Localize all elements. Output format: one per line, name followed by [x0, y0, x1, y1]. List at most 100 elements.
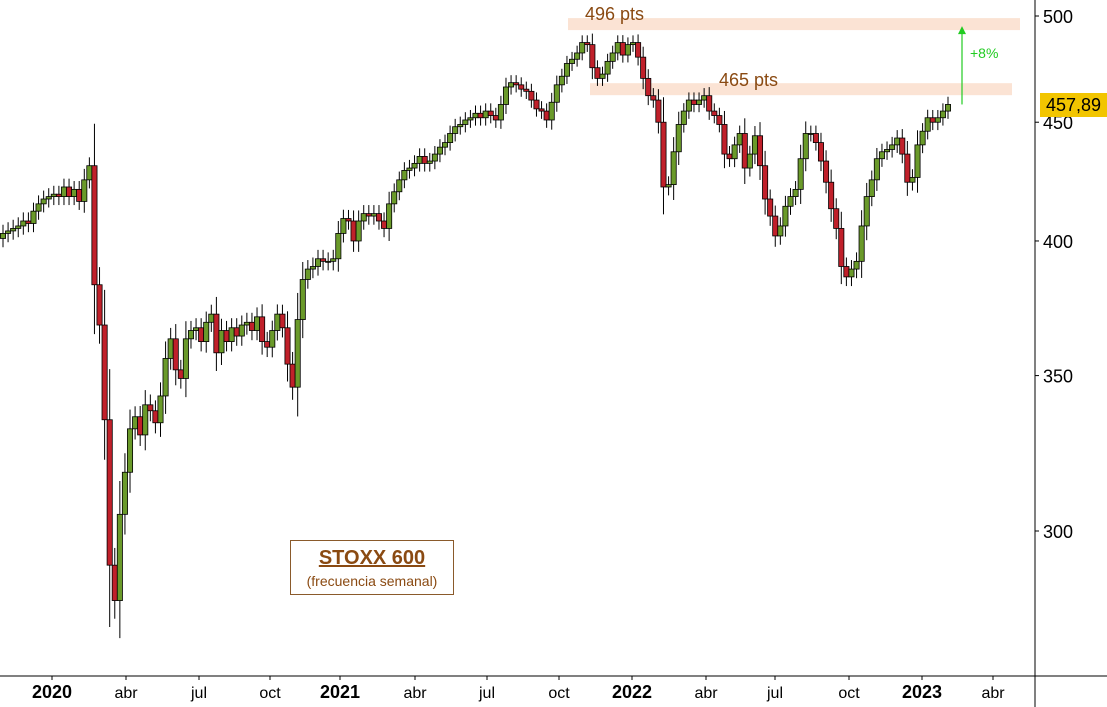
resistance-bands — [568, 18, 1020, 96]
candle-body — [939, 110, 946, 119]
candle — [391, 183, 398, 213]
candle — [452, 118, 459, 142]
candle-body — [167, 338, 174, 359]
candle-body — [391, 191, 398, 205]
candle — [731, 136, 738, 168]
level-high-label: 496 pts — [585, 4, 645, 24]
candle-body — [640, 56, 647, 79]
candle-body — [548, 101, 555, 121]
candle-body — [589, 44, 596, 69]
candle — [142, 390, 149, 451]
candle — [132, 406, 139, 440]
candle — [680, 103, 687, 133]
candle-body — [162, 358, 169, 397]
candle — [807, 125, 814, 142]
candle — [924, 109, 931, 140]
candle — [528, 83, 535, 108]
candle-body — [706, 95, 713, 112]
candle — [492, 107, 499, 128]
candle-body — [81, 179, 88, 202]
candle — [812, 125, 819, 151]
candle-body — [823, 160, 830, 183]
resistance-band-1 — [568, 18, 1020, 31]
level-low-label: 465 pts — [719, 70, 779, 90]
y-tick-label: 300 — [1043, 522, 1073, 542]
candle-body — [355, 220, 362, 242]
candle-body — [660, 121, 667, 188]
candle-body — [147, 404, 154, 412]
candle-body — [350, 220, 357, 242]
candle — [614, 35, 621, 61]
candle — [360, 205, 367, 230]
candle-body — [884, 149, 891, 153]
candle-body — [924, 117, 931, 132]
candle — [757, 122, 764, 180]
candle — [147, 394, 154, 422]
candle — [609, 45, 616, 69]
candle — [335, 221, 342, 272]
candle — [50, 185, 57, 206]
candle-body — [650, 95, 657, 101]
candle-body — [60, 186, 67, 197]
candle — [71, 181, 78, 206]
candle-body — [243, 321, 250, 326]
arrow-head — [958, 26, 966, 35]
candle — [558, 68, 565, 93]
candle-body — [523, 88, 530, 92]
candle-body — [50, 193, 57, 197]
candle — [777, 217, 784, 245]
candle-body — [604, 60, 611, 75]
candle — [447, 125, 454, 151]
candle-body — [624, 44, 631, 56]
x-axis-ticks: 2020 abr jul oct 2021 abr jul oct 2022 abr jul oct 2… — [32, 676, 1005, 702]
candle — [238, 315, 245, 346]
x-tick-label: abr — [114, 685, 138, 702]
candle-body — [558, 75, 565, 86]
candle — [101, 289, 108, 460]
candle-body — [701, 95, 708, 101]
candle — [523, 81, 530, 99]
candle-body — [797, 158, 804, 190]
candle-body — [492, 115, 499, 121]
candle-body — [868, 179, 875, 197]
candle — [848, 260, 855, 287]
candle — [904, 140, 911, 196]
candle-body — [121, 471, 128, 515]
candle-body — [477, 112, 484, 119]
candle — [284, 311, 291, 382]
candle — [802, 121, 809, 172]
candle — [86, 157, 93, 189]
candle — [309, 257, 316, 279]
candle — [228, 318, 235, 352]
candle-body — [563, 63, 570, 77]
candle — [208, 304, 215, 332]
candle — [442, 134, 449, 156]
candle — [619, 35, 626, 63]
candle — [411, 155, 418, 177]
candle-body — [528, 90, 535, 101]
candle-body — [716, 115, 723, 125]
candle-body — [782, 205, 789, 227]
candle-body — [259, 316, 266, 343]
candle — [254, 307, 261, 341]
candle-body — [543, 110, 550, 121]
candle-body — [508, 82, 515, 88]
candle-body — [853, 260, 860, 270]
candle-body — [817, 142, 824, 162]
chart-subtitle: (frecuencia semanal) — [306, 573, 438, 589]
candle — [797, 144, 804, 204]
candle-body — [116, 513, 123, 601]
candle-body — [899, 137, 906, 155]
candle-body — [751, 135, 758, 155]
candle — [853, 252, 860, 279]
x-tick-label: oct — [838, 685, 860, 702]
candle-body — [833, 208, 840, 229]
candle-body — [254, 316, 261, 331]
candle — [624, 37, 631, 63]
candle-body — [96, 284, 103, 326]
candle-body — [299, 279, 306, 320]
candle — [513, 75, 520, 93]
candlesticks — [0, 33, 952, 639]
candle — [60, 178, 67, 206]
candle — [929, 109, 936, 131]
